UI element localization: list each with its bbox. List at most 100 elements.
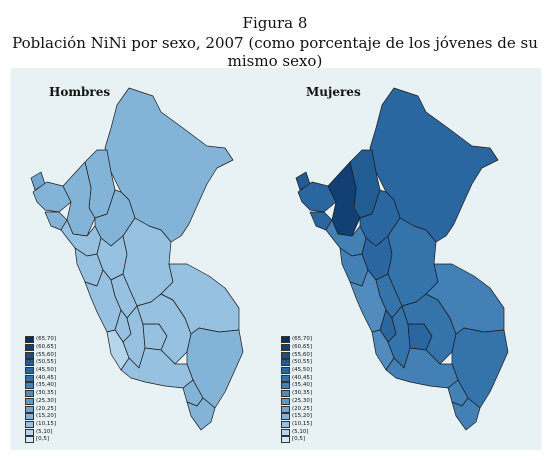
legend-row: (15,20]	[25, 413, 56, 421]
legend-row: (30,35]	[25, 390, 56, 398]
legend-row: (20,25]	[25, 405, 56, 413]
legend-label: (25,30]	[36, 397, 57, 404]
legend-swatch	[281, 344, 290, 352]
legend-label: (65,70]	[36, 336, 57, 343]
panel-label-mujeres: Mujeres	[306, 85, 361, 99]
legend-row: [0,5]	[281, 436, 312, 444]
legend-label: (40,45]	[36, 374, 57, 381]
legend-swatch	[25, 336, 34, 344]
legend-label: (5,10]	[292, 428, 309, 435]
legend-label: (60,65]	[292, 344, 313, 351]
legend-swatch	[25, 351, 34, 359]
legend-label: [0,5]	[36, 436, 50, 443]
legend-row: (40,45]	[25, 374, 56, 382]
legend-swatch	[25, 344, 34, 352]
legend-swatch	[281, 420, 290, 428]
legend-label: (65,70]	[292, 336, 313, 343]
legend-row: (45,50]	[281, 367, 312, 375]
legend-row: (10,15]	[25, 420, 57, 429]
legend-swatch	[25, 420, 34, 428]
region-tacna-hombres	[186, 397, 216, 431]
legend-swatch	[281, 413, 290, 421]
region-arequipa-mujeres	[385, 347, 459, 389]
figure-title: Figura 8	[242, 14, 308, 32]
peru-map-hombres	[30, 87, 244, 431]
region-cajamarca-hombres	[62, 161, 96, 237]
legend-swatch	[25, 436, 34, 444]
legend-row: (25,30]	[281, 397, 313, 406]
region-tacna-mujeres	[451, 397, 481, 431]
legend-swatch	[281, 336, 290, 344]
legend-swatch	[25, 428, 34, 436]
legend-row: (65,70]	[281, 336, 312, 344]
legend-swatch	[281, 428, 290, 436]
legend-swatch	[281, 436, 290, 444]
legend-label: (40,45]	[292, 374, 313, 381]
map-panel-hombres: Hombres (65,70] (60,65] (55,60] (50,55] (45,…	[11, 68, 276, 450]
peru-map-mujeres	[295, 87, 509, 431]
legend-swatch	[281, 390, 290, 398]
legend-swatch	[25, 367, 34, 375]
panel-label-hombres: Hombres	[49, 85, 111, 99]
legend-label: (20,25]	[36, 405, 57, 412]
legend-label: (5,10]	[36, 428, 53, 435]
legend-label: (50,55]	[292, 359, 313, 366]
legend-row: (5,10]	[25, 428, 56, 436]
legend-swatch	[25, 405, 34, 413]
legend-label: (35,40]	[36, 382, 57, 389]
region-piura-mujeres	[297, 181, 337, 213]
legend-row: (5,10]	[281, 428, 312, 436]
legend-swatch	[25, 390, 34, 398]
legend-label: (25,30]	[292, 397, 313, 404]
legend-swatch	[281, 397, 290, 405]
legend-row: (55,60]	[25, 351, 56, 359]
region-loreto-hombres	[104, 87, 234, 243]
region-arequipa-hombres	[120, 347, 194, 389]
legend-label: (45,50]	[36, 367, 57, 374]
legend-row: (60,65]	[25, 344, 56, 352]
legend-row: (35,40]	[25, 382, 56, 390]
legend-row: (15,20]	[281, 413, 312, 421]
legend-label: (15,20]	[292, 413, 313, 420]
region-piura-hombres	[32, 181, 72, 213]
legend-swatch	[281, 367, 290, 375]
legend-row: (55,60]	[281, 351, 312, 359]
legend-swatch	[25, 359, 34, 367]
legend-label: (55,60]	[292, 351, 313, 358]
legend-label: (30,35]	[292, 390, 313, 397]
legend-label: (60,65]	[36, 344, 57, 351]
legend-label: [0,5]	[292, 436, 306, 443]
legend-swatch	[281, 359, 290, 367]
legend-label: (35,40]	[292, 382, 313, 389]
legend-row: [0,5]	[25, 436, 56, 444]
region-cajamarca-mujeres	[327, 161, 361, 237]
legend-row: (10,15]	[281, 420, 313, 429]
legend-hombres: (65,70] (60,65] (55,60] (50,55] (45,50] (40,4…	[25, 336, 56, 444]
legend-swatch	[25, 413, 34, 421]
legend-row: (40,45]	[281, 374, 312, 382]
legend-row: (50,55]	[25, 359, 56, 367]
legend-row: (50,55]	[281, 359, 312, 367]
legend-swatch	[281, 382, 290, 390]
legend-swatch	[281, 405, 290, 413]
legend-swatch	[25, 382, 34, 390]
region-madre-de-dios-hombres	[160, 263, 240, 335]
legend-swatch	[25, 397, 34, 405]
figure-subtitle: Población NiNi por sexo, 2007 (como porc…	[12, 34, 538, 70]
region-loreto-mujeres	[369, 87, 499, 243]
legend-swatch	[281, 374, 290, 382]
legend-label: (45,50]	[292, 367, 313, 374]
legend-label: (50,55]	[36, 359, 57, 366]
legend-label: (10,15]	[36, 420, 57, 427]
map-panel-mujeres: Mujeres (65,70] (60,65] (55,60] (50,55] (45,…	[276, 68, 541, 450]
legend-swatch	[281, 351, 290, 359]
legend-label: (10,15]	[292, 420, 313, 427]
legend-row: (25,30]	[25, 397, 57, 406]
legend-row: (35,40]	[281, 382, 312, 390]
legend-row: (30,35]	[281, 390, 312, 398]
region-madre-de-dios-mujeres	[425, 263, 505, 335]
legend-label: (20,25]	[292, 405, 313, 412]
legend-row: (20,25]	[281, 405, 312, 413]
legend-mujeres: (65,70] (60,65] (55,60] (50,55] (45,50] (40,4…	[281, 336, 312, 444]
map-frame: Hombres (65,70] (60,65] (55,60] (50,55] (45,…	[11, 68, 541, 450]
